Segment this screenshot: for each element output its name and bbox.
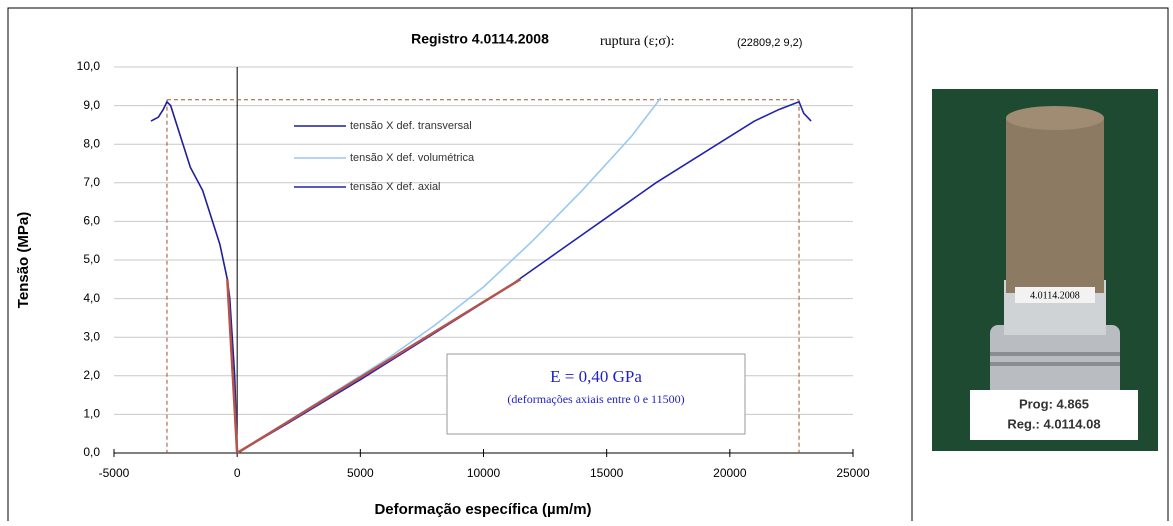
x-axis-label: Deformação específica (µm/m) bbox=[374, 501, 591, 518]
data-line bbox=[150, 100, 238, 454]
annotation-box bbox=[446, 353, 746, 435]
y-tick-label: 3,0 bbox=[83, 329, 100, 343]
y-tick-label: 7,0 bbox=[83, 175, 100, 189]
photo-reg: Reg.: 4.0114.08 bbox=[1007, 416, 1100, 431]
x-tick-label: 10000 bbox=[467, 466, 501, 480]
photo: 4.0114.2008 Prog: 4.865 Reg.: 4.0114.08 bbox=[932, 89, 1158, 451]
legend-label: tensão X def. transversal bbox=[350, 120, 472, 132]
y-tick-label: 10,0 bbox=[77, 59, 101, 73]
x-tick-label: 0 bbox=[234, 466, 241, 480]
data-line bbox=[236, 100, 812, 454]
photo-card bbox=[970, 390, 1138, 440]
x-tick-label: 25000 bbox=[836, 466, 870, 480]
x-tick-label: 5000 bbox=[347, 466, 374, 480]
annotation-title: E = 0,40 GPa bbox=[550, 367, 642, 386]
rupture-label: ruptura (ε;σ): bbox=[600, 34, 674, 49]
data-line bbox=[226, 279, 239, 454]
x-tick-label: 20000 bbox=[713, 466, 747, 480]
data-line bbox=[236, 278, 522, 455]
sample-top bbox=[1006, 106, 1104, 130]
x-tick-label: 15000 bbox=[590, 466, 624, 480]
base-groove bbox=[990, 352, 1120, 356]
y-tick-label: 5,0 bbox=[83, 252, 100, 266]
photo-prog: Prog: 4.865 bbox=[1019, 396, 1089, 411]
y-tick-label: 1,0 bbox=[83, 407, 100, 421]
annotation-subtitle: (deformações axiais entre 0 e 11500) bbox=[507, 392, 684, 406]
legend-label: tensão X def. volumétrica bbox=[350, 152, 475, 164]
plot: 0,0 1,0 2,0 3,0 4,0 5,0 6,0 7,0 8,0 9,0 10,0 -5000 0… bbox=[77, 59, 870, 480]
sample-label: 4.0114.2008 bbox=[1030, 290, 1080, 301]
y-tick-label: 8,0 bbox=[83, 136, 100, 150]
chart-title: Registro 4.0114.2008 bbox=[411, 31, 549, 47]
y-axis-label: Tensão (MPa) bbox=[15, 212, 32, 308]
rupture-value: (22809,2 9,2) bbox=[737, 37, 802, 49]
base-groove bbox=[990, 362, 1120, 366]
rock-sample bbox=[1006, 118, 1104, 293]
sample-tag bbox=[1015, 287, 1095, 303]
x-tick-label: -5000 bbox=[99, 466, 130, 480]
y-tick-label: 4,0 bbox=[83, 291, 100, 305]
y-tick-label: 2,0 bbox=[83, 368, 100, 382]
y-tick-label: 9,0 bbox=[83, 98, 100, 112]
y-tick-label: 0,0 bbox=[83, 445, 100, 459]
legend-label: tensão X def. axial bbox=[350, 181, 441, 193]
table-border bbox=[7, 7, 1169, 526]
y-tick-label: 6,0 bbox=[83, 214, 100, 228]
